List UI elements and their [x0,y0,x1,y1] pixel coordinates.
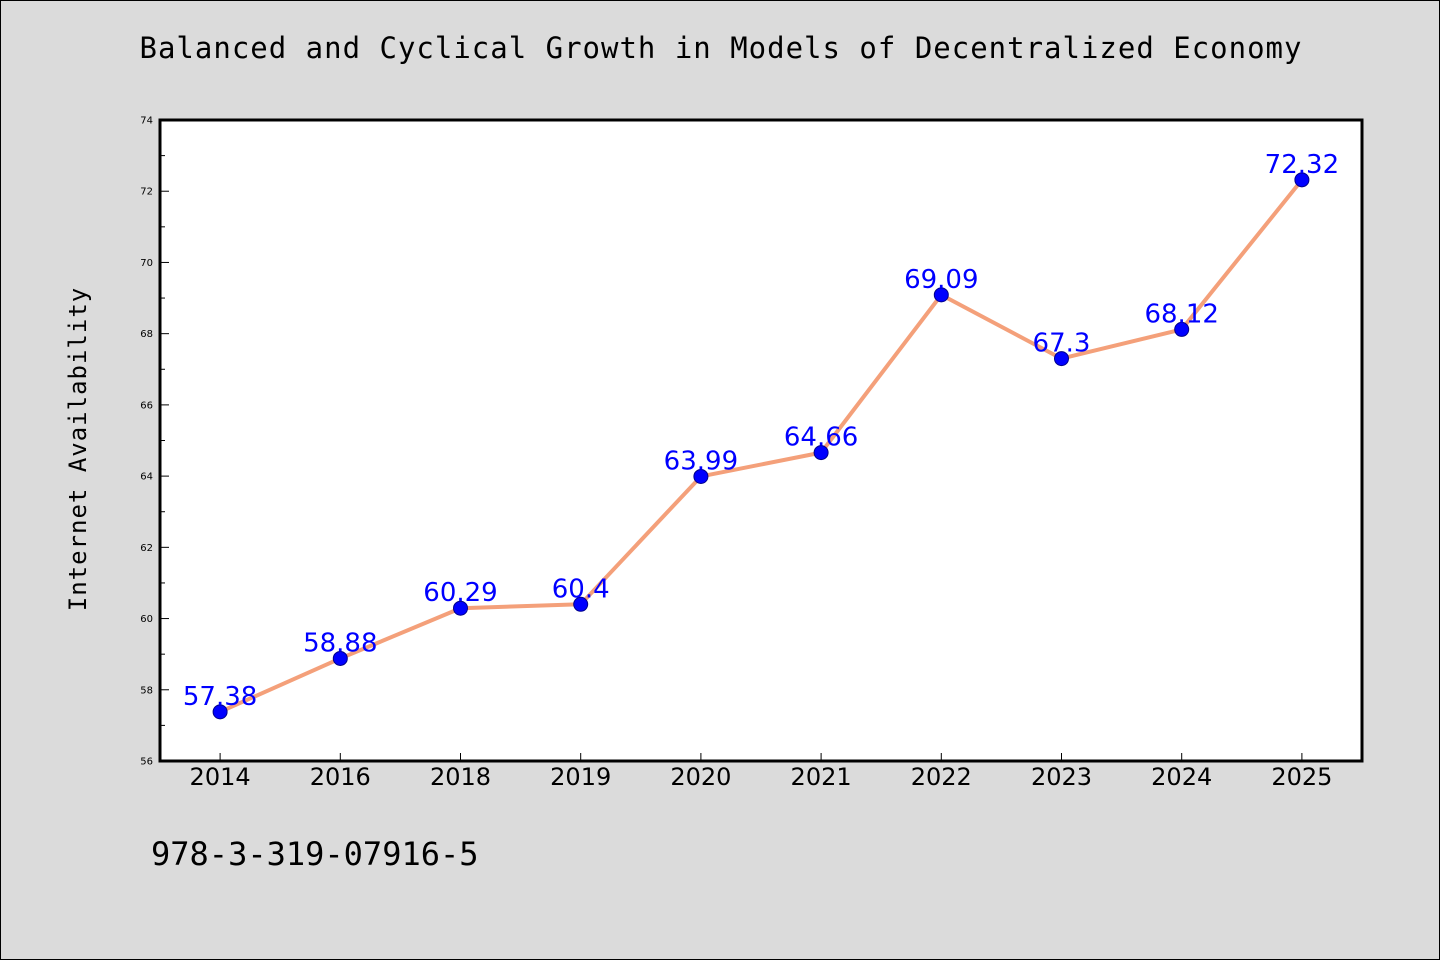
y-tick-label: 56 [140,757,153,768]
y-tick-label: 68 [140,329,153,340]
x-axis-ticks: 2014 2016 2018 2019 2020 2021 2022 2023 2024 2025 [190,753,1332,791]
y-tick-label: 58 [140,685,153,696]
data-point-marker [453,600,468,616]
data-point-marker [573,596,589,612]
x-tick-label: 2019 [550,763,611,791]
x-tick-label: 2025 [1271,763,1332,791]
x-tick-label: 2020 [670,763,731,791]
x-tick-label: 2024 [1151,763,1212,791]
data-point-marker [693,468,709,484]
chart-title: Balanced and Cyclical Growth in Models o… [139,31,1303,65]
data-label: 60.29 [423,578,497,608]
y-tick-label: 64 [140,472,153,483]
data-point-marker [1174,321,1190,337]
y-tick-label: 62 [140,543,153,554]
data-label: 58.88 [303,628,377,658]
data-point-marker [933,287,949,303]
y-tick-label: 60 [140,614,153,625]
isbn-text: 978-3-319-07916-5 [151,835,479,873]
data-point-marker [1294,172,1310,188]
x-tick-label: 2018 [430,763,491,791]
data-label: 69.09 [904,265,978,295]
data-label: 60.4 [552,574,610,604]
data-point-marker [212,704,228,720]
y-tick-label: 72 [140,187,153,198]
data-label: 63.99 [664,446,738,476]
x-tick-label: 2021 [791,763,852,791]
series-layer: 57.38 58.88 60.29 60.4 63.99 64.66 69.09 67.3 68… [183,150,1339,720]
y-tick-label: 74 [140,116,153,127]
data-label: 72.32 [1265,150,1339,180]
y-tick-label: 66 [140,400,153,411]
series-line [218,177,1304,714]
x-tick-label: 2022 [911,763,972,791]
x-tick-label: 2014 [190,763,251,791]
data-label: 64.66 [784,423,858,453]
x-tick-label: 2016 [310,763,371,791]
data-label: 68.12 [1144,299,1218,329]
plot-frame [158,118,1364,763]
data-label: 67.3 [1033,329,1091,359]
data-label: 57.38 [183,682,257,712]
y-axis-ticks: 56 58 60 62 64 66 68 70 72 74 [140,116,169,768]
data-point-marker [813,445,829,461]
x-tick-label: 2023 [1031,763,1092,791]
data-point-marker [1054,351,1069,367]
y-tick-label: 70 [140,258,153,269]
data-point-marker [332,650,348,666]
plot-area [160,120,1362,761]
